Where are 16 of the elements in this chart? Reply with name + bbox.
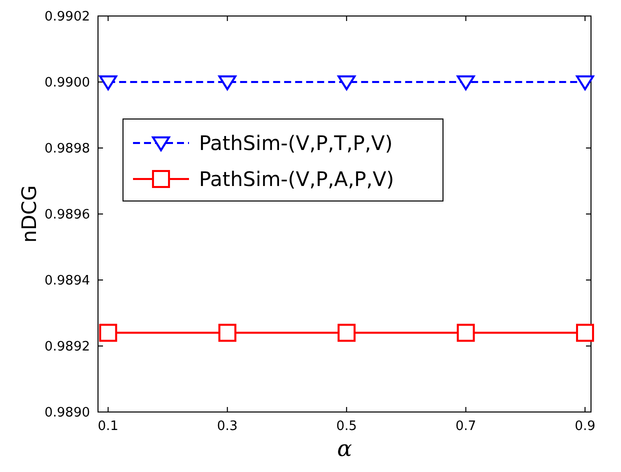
y-tick-label: 0.9894 xyxy=(44,274,90,289)
x-tick-label: 0.7 xyxy=(455,419,476,434)
x-tick-label: 0.1 xyxy=(98,419,118,434)
y-tick-label: 0.9902 xyxy=(44,10,90,25)
legend-label: PathSim-(V,P,A,P,V) xyxy=(199,167,394,191)
y-tick-label: 0.9900 xyxy=(44,76,90,91)
y-tick-label: 0.9896 xyxy=(44,208,90,223)
y-axis-title: nDCG xyxy=(17,185,41,243)
x-axis-title: α xyxy=(337,437,352,462)
x-tick-label: 0.3 xyxy=(217,419,238,434)
x-tick-label: 0.5 xyxy=(336,419,357,434)
y-tick-label: 0.9890 xyxy=(44,406,90,421)
x-tick-label: 0.9 xyxy=(574,419,596,434)
y-tick-label: 0.9892 xyxy=(44,340,90,355)
legend-label: PathSim-(V,P,T,P,V) xyxy=(199,131,393,155)
y-tick-label: 0.9898 xyxy=(44,142,90,157)
